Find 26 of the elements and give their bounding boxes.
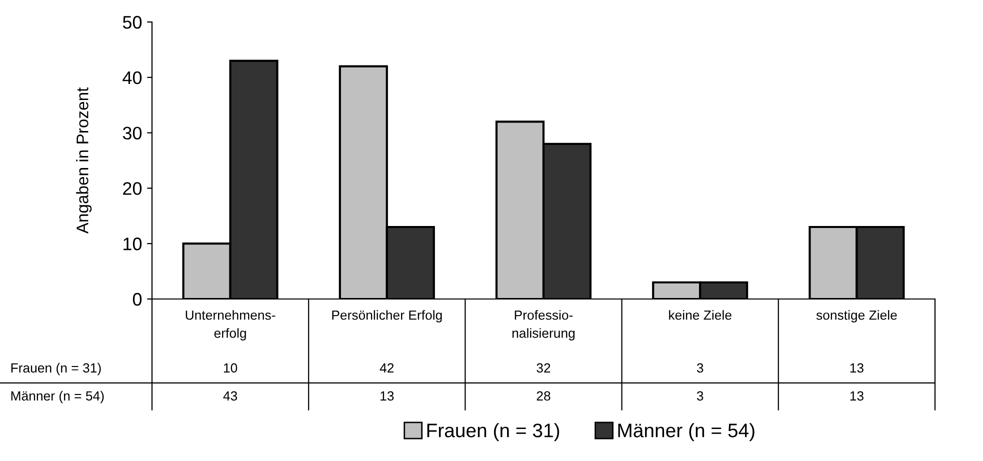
y-tick-label: 20 bbox=[123, 182, 142, 195]
y-tick-label: 0 bbox=[132, 292, 142, 306]
x-tick-label: Professio- nalisierung bbox=[512, 310, 575, 340]
x-tick-label: sonstige Ziele bbox=[816, 310, 897, 322]
data-label: 3 bbox=[696, 363, 704, 373]
y-tick-label: 50 bbox=[122, 16, 142, 29]
data-label: 13 bbox=[850, 391, 864, 401]
legend-label: Frauen (n = 31) bbox=[427, 423, 560, 442]
legend-label: Männer (n = 54) bbox=[618, 423, 754, 442]
y-axis-title: Angaben in Prozent bbox=[76, 87, 92, 234]
data-label: 10 bbox=[224, 363, 238, 373]
data-label: 42 bbox=[380, 363, 394, 372]
data-label: 13 bbox=[380, 391, 394, 401]
y-tick-label: 30 bbox=[122, 126, 142, 140]
data-label: 13 bbox=[850, 363, 864, 373]
data-label: 3 bbox=[696, 391, 704, 401]
text: Männer (n = 54) bbox=[11, 390, 104, 404]
data-label: 43 bbox=[223, 391, 238, 401]
data-label: 32 bbox=[536, 363, 550, 373]
text: Frauen (n = 31) bbox=[11, 362, 101, 376]
x-tick-label: Unternehmens- erfolg bbox=[186, 310, 276, 340]
data-label: 28 bbox=[536, 391, 550, 401]
y-tick-label: 40 bbox=[122, 71, 142, 84]
x-tick-label: Persönlicher Erfolg bbox=[332, 310, 442, 322]
x-tick-label: keine Ziele bbox=[669, 310, 732, 320]
y-tick-label: 10 bbox=[124, 238, 142, 250]
